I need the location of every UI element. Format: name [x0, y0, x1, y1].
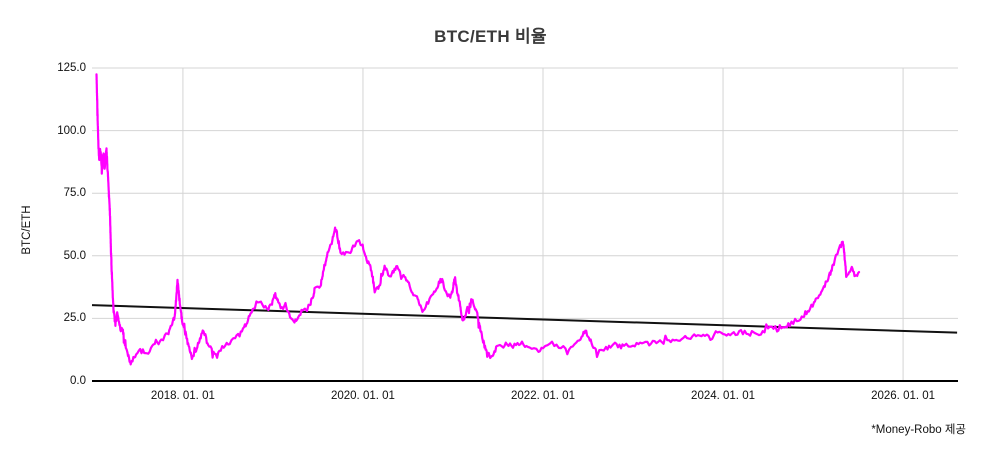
source-note: *Money-Robo 제공	[871, 424, 966, 436]
x-tick-label: 2024. 01. 01	[691, 390, 755, 402]
chart-title: BTC/ETH 비율	[434, 27, 547, 46]
btc-eth-ratio-line	[95, 73, 861, 366]
y-tick-label: 75.0	[63, 187, 86, 200]
x-tick-label: 2022. 01. 01	[511, 390, 575, 402]
x-tick-label: 2026. 01. 01	[871, 390, 936, 402]
y-tick-label: 100.0	[57, 124, 86, 137]
x-tick-label: 2018. 01. 01	[150, 390, 215, 402]
y-tick-label: 125.0	[57, 62, 86, 74]
x-tick-label: 2020. 01. 01	[330, 390, 395, 402]
y-tick-label: 25.0	[63, 312, 86, 325]
trend-line	[91, 304, 958, 334]
y-tick-label: 50.0	[63, 249, 86, 262]
y-tick-label: 0.0	[70, 375, 86, 387]
